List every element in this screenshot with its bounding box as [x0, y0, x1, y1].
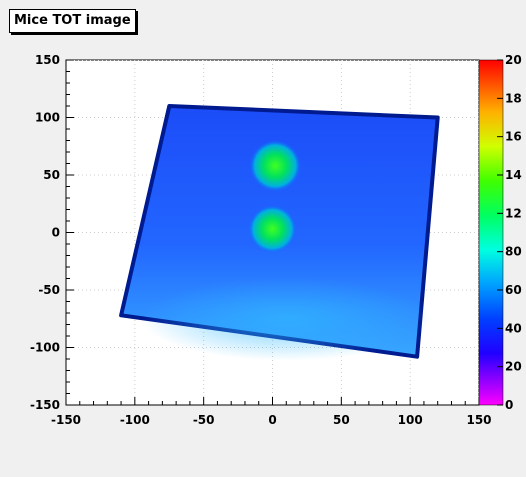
color-scale: 0 20 40 60 80 12 14 16 18 20: [497, 53, 522, 412]
y-tick-label-4: -50: [38, 283, 60, 297]
colorbar-tick-label-5: 12: [505, 206, 522, 220]
colorbar-tick-label-6: 14: [505, 168, 522, 182]
colorbar-tick-label-0: 0: [505, 398, 513, 412]
lower-glow: [141, 276, 432, 361]
color-scale-bar: [478, 59, 504, 406]
y-tick-label-5: -100: [30, 341, 60, 355]
x-tick-label-3: 0: [268, 413, 276, 427]
colorbar-tick-label-1: 20: [505, 360, 522, 374]
colorbar-tick-label-8: 18: [505, 91, 522, 105]
hot-spot-0: [249, 139, 302, 192]
heatmap-data: [119, 104, 440, 361]
x-tick-label-2: -50: [193, 413, 215, 427]
hot-spot-1: [248, 204, 297, 254]
x-tick-label-5: 100: [398, 413, 423, 427]
y-tick-label-3: 0: [52, 226, 60, 240]
y-tick-label-2: 50: [43, 168, 60, 182]
colorbar-tick-label-3: 60: [505, 283, 522, 297]
x-tick-label-6: 150: [466, 413, 491, 427]
y-tick-label-6: -150: [30, 398, 60, 412]
colorbar-tick-label-2: 40: [505, 321, 522, 335]
colorbar-tick-label-7: 16: [505, 130, 522, 144]
plot-title: Mice TOT image: [9, 9, 136, 33]
x-tick-label-0: -150: [51, 413, 81, 427]
y-tick-label-1: 100: [35, 111, 60, 125]
x-tick-label-1: -100: [120, 413, 150, 427]
x-tick-label-4: 50: [333, 413, 350, 427]
y-tick-label-0: 150: [35, 53, 60, 67]
colorbar-tick-label-9: 20: [505, 53, 522, 67]
axes: -150 -100 -50 0 50 100 150 150 100 50 0 -50 -100 -150: [30, 53, 492, 427]
colorbar-tick-label-4: 80: [505, 245, 522, 259]
